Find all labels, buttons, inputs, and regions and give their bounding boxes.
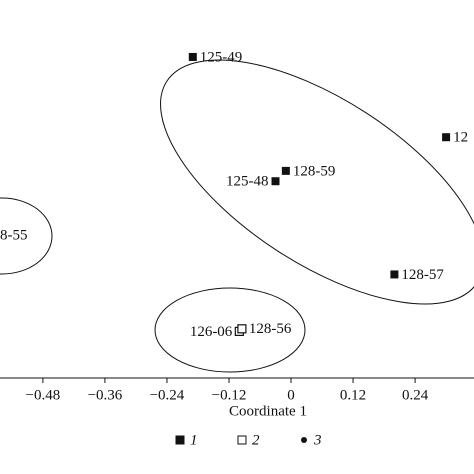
x-tick-label: 0 xyxy=(287,387,295,403)
cluster-ellipse xyxy=(0,197,53,275)
legend-label: 2 xyxy=(252,432,260,448)
point xyxy=(281,166,290,175)
x-tick-label: −0.48 xyxy=(26,387,61,403)
legend-marker xyxy=(175,435,185,445)
point-label: 128-56 xyxy=(249,321,292,337)
legend-label: 3 xyxy=(313,432,322,448)
x-tick-label: 0.12 xyxy=(340,387,366,403)
point xyxy=(271,177,280,186)
legend-marker xyxy=(301,437,307,443)
x-tick-label: −0.36 xyxy=(88,387,123,403)
x-tick-label: 0.24 xyxy=(402,387,429,403)
point-label: 128-59 xyxy=(293,163,336,179)
point-label: 126-06 xyxy=(190,324,233,340)
legend-label: 1 xyxy=(190,432,198,448)
point xyxy=(442,133,451,142)
annotation: 8-55 xyxy=(0,227,28,243)
point-label: 12 xyxy=(453,130,468,146)
point xyxy=(188,52,197,61)
point-label: 128-57 xyxy=(401,267,444,283)
cluster-ellipse xyxy=(160,59,474,305)
x-tick-label: −0.24 xyxy=(150,387,185,403)
point xyxy=(390,270,399,279)
point-label: 125-49 xyxy=(200,49,243,65)
x-tick-label: −0.12 xyxy=(212,387,247,403)
legend-marker xyxy=(237,435,247,445)
cluster-ellipse xyxy=(154,287,306,373)
point-label: 125-48 xyxy=(226,174,269,190)
x-axis-title: Coordinate 1 xyxy=(229,403,307,419)
point xyxy=(237,324,247,334)
